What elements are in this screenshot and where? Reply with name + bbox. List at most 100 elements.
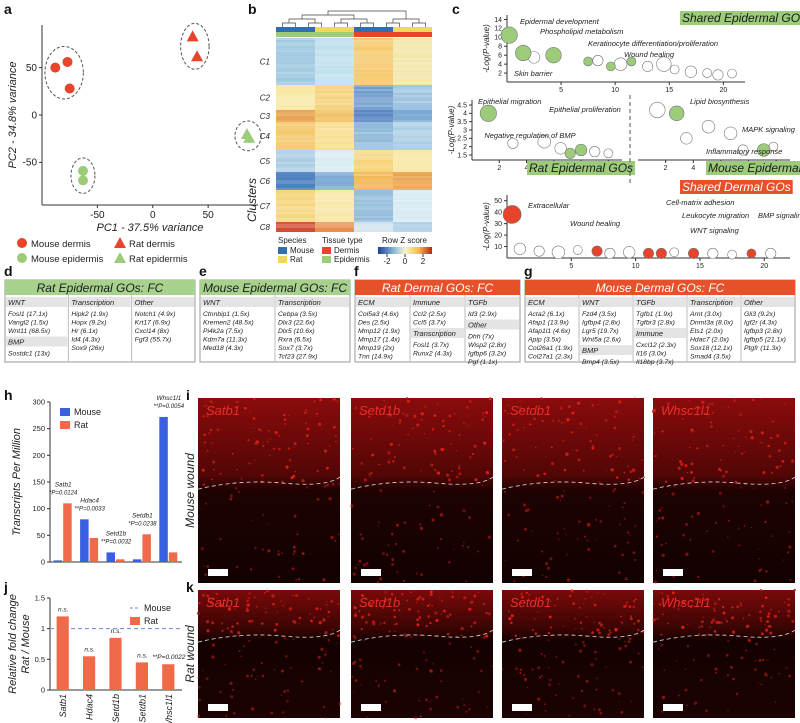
speckle <box>206 449 209 452</box>
bar <box>83 656 96 690</box>
bubble <box>746 248 757 259</box>
speckle <box>722 605 725 609</box>
gene-fc: Arnt (3.0x) <box>689 311 722 318</box>
speckle <box>203 441 207 444</box>
wound-boundary <box>197 476 341 490</box>
y-axis-label: Relative fold change <box>7 594 19 694</box>
speckle <box>689 605 692 609</box>
speckle <box>782 559 785 561</box>
speckle <box>576 401 581 405</box>
speckle <box>322 705 326 709</box>
speckle <box>507 404 510 407</box>
speckle <box>526 686 529 689</box>
gene-fc: Wnt5a (2.6x) <box>582 337 621 344</box>
speckle <box>566 553 568 556</box>
speckle <box>736 605 740 609</box>
speckle <box>203 405 206 408</box>
heatmap-cell <box>393 184 432 186</box>
x-tick-label: Setd1b <box>111 694 121 723</box>
legend-marker <box>114 252 126 263</box>
heatmap-cell <box>276 91 315 93</box>
speckle <box>298 616 302 620</box>
speckle <box>322 578 326 582</box>
heatmap-cell <box>393 46 432 48</box>
speckle <box>738 544 741 547</box>
speckle <box>501 439 505 443</box>
speckle <box>416 618 419 622</box>
speckle <box>575 449 578 452</box>
speckle <box>613 426 617 430</box>
speckle <box>255 605 258 608</box>
gene-fc: Sox7 (3.7x) <box>278 345 313 352</box>
species-strip <box>328 27 341 32</box>
micrograph <box>198 590 340 718</box>
bubble <box>591 245 603 257</box>
speckle <box>591 596 593 598</box>
speckle <box>201 468 205 472</box>
heatmap-cell <box>354 212 393 214</box>
speckle <box>429 592 433 597</box>
speckle <box>624 640 626 643</box>
speckle <box>384 700 387 703</box>
bubble <box>604 247 616 259</box>
speckle <box>522 410 525 413</box>
speckle <box>317 422 322 426</box>
speckle <box>420 418 423 421</box>
speckle <box>614 628 618 632</box>
heatmap-cell <box>315 142 354 144</box>
speckle <box>510 614 514 618</box>
heatmap-cell <box>393 89 432 91</box>
species-strip <box>315 27 328 32</box>
speckle <box>565 452 569 456</box>
speckle <box>604 418 608 423</box>
heatmap-cell <box>354 170 393 172</box>
gene-fc: Notch1 (4.9x) <box>135 311 176 318</box>
speckle <box>252 423 255 426</box>
heatmap-cell <box>276 97 315 99</box>
speckle <box>322 618 326 622</box>
speckle <box>315 607 319 611</box>
speckle <box>387 451 391 455</box>
heatmap-cell <box>393 210 432 212</box>
heatmap-cell <box>276 89 315 91</box>
scale-bar <box>512 569 532 576</box>
speckle <box>652 614 655 616</box>
speckle <box>538 676 542 679</box>
speckle <box>667 596 671 600</box>
heatmap-cell <box>315 110 354 112</box>
y-tick-label: 2.5 <box>457 136 467 143</box>
speckle <box>397 663 401 666</box>
speckle <box>560 494 564 498</box>
speckle <box>549 600 552 602</box>
species-strip <box>289 27 302 32</box>
speckle <box>204 502 207 505</box>
speckle <box>206 414 209 418</box>
speckle <box>603 593 606 596</box>
speckle <box>760 568 763 571</box>
heatmap-cell <box>354 101 393 103</box>
heatmap-cell <box>393 87 432 89</box>
heatmap-cell <box>354 180 393 182</box>
speckle <box>658 508 662 512</box>
speckle <box>425 698 428 702</box>
heatmap-cell <box>393 220 432 222</box>
speckle <box>420 412 424 416</box>
heatmap-cell <box>276 190 315 192</box>
group-heading-bg <box>580 345 632 355</box>
heatmap-cell <box>354 142 393 144</box>
speckle <box>367 613 371 616</box>
speckle <box>393 456 396 459</box>
tissue-strip <box>302 32 315 37</box>
species-strip <box>380 27 393 32</box>
speckle <box>236 622 239 625</box>
heatmap-cell <box>276 140 315 142</box>
speckle <box>313 616 316 619</box>
bubble <box>545 47 562 64</box>
speckle <box>203 433 206 437</box>
heatmap-cell <box>393 192 432 194</box>
speckle <box>468 400 472 403</box>
heatmap-cell <box>276 202 315 204</box>
speckle <box>375 406 378 409</box>
speckle <box>425 625 428 628</box>
speckle <box>661 506 663 509</box>
